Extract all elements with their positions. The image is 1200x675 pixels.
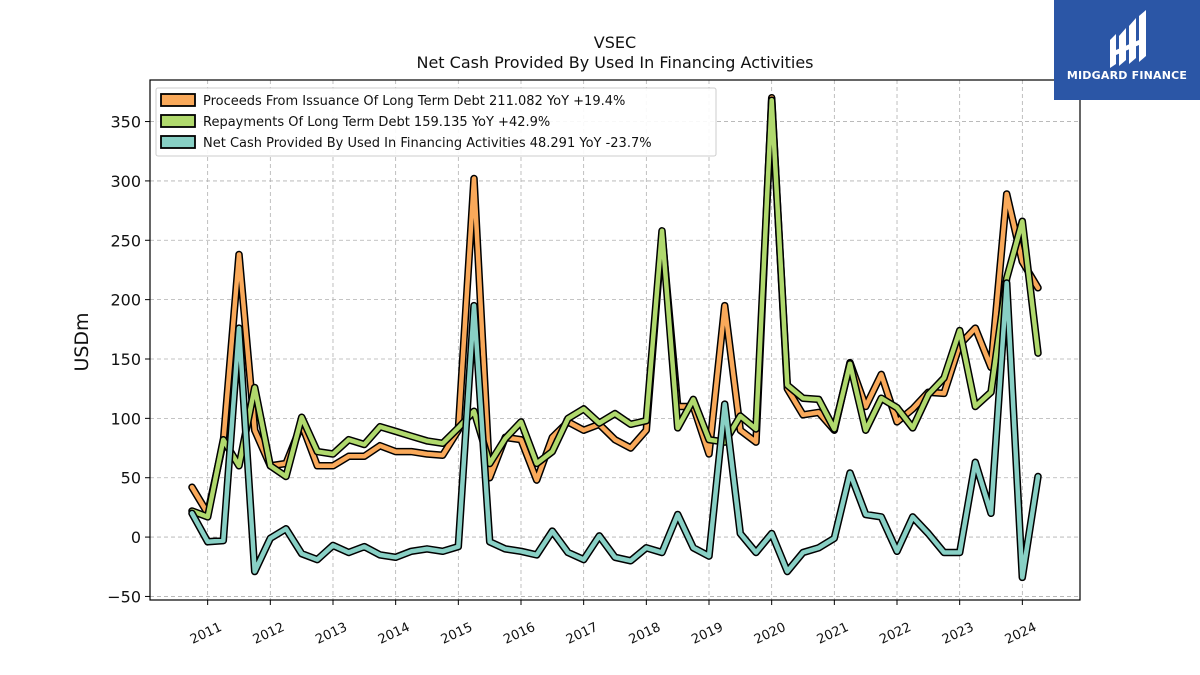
legend-entry: Proceeds From Issuance Of Long Term Debt… [203, 94, 625, 109]
y-axis-ticks: −50 0 50 100 150 200 250 300 350 [107, 113, 150, 606]
x-tick-label: 2016 [501, 620, 537, 648]
x-tick-label: 2024 [1003, 620, 1039, 648]
x-axis-ticks: 2011 2012 2013 2014 2015 2016 2017 2018 2019 2020… [188, 600, 1039, 648]
y-tick-label: 350 [110, 113, 141, 132]
legend-entry: Net Cash Provided By Used In Financing A… [203, 136, 652, 151]
series-lines [188, 94, 1042, 582]
y-tick-label: 150 [110, 350, 141, 369]
chart-subtitle: Net Cash Provided By Used In Financing A… [416, 53, 813, 72]
legend-swatch [160, 93, 196, 107]
legend-entry: Repayments Of Long Term Debt 159.135 YoY… [203, 115, 550, 130]
midgard-logo-icon [1110, 10, 1146, 68]
y-tick-label: 100 [110, 409, 141, 428]
x-tick-label: 2019 [689, 620, 725, 648]
x-tick-label: 2014 [376, 620, 412, 648]
y-tick-label: −50 [107, 587, 141, 606]
x-tick-label: 2015 [439, 620, 475, 648]
x-tick-label: 2022 [877, 620, 913, 648]
y-tick-label: 250 [110, 231, 141, 250]
x-tick-label: 2011 [188, 620, 224, 648]
x-tick-label: 2018 [627, 620, 663, 648]
y-axis-label: USDm [71, 312, 93, 371]
y-tick-label: 50 [121, 469, 141, 488]
y-tick-label: 0 [131, 528, 141, 547]
brand-logo: MIDGARD FINANCE [1054, 0, 1200, 100]
x-tick-label: 2023 [940, 620, 976, 648]
plot-frame [149, 79, 1081, 601]
grid [150, 80, 1080, 600]
x-tick-label: 2012 [251, 620, 287, 648]
x-tick-label: 2017 [564, 620, 600, 648]
series-0-line [189, 95, 1041, 516]
series-1-line [189, 97, 1041, 520]
x-tick-label: 2020 [752, 620, 788, 648]
legend-swatch [160, 135, 196, 149]
brand-name: MIDGARD FINANCE [1066, 69, 1188, 82]
y-tick-label: 300 [110, 172, 141, 191]
series-2-line [189, 280, 1041, 580]
legend-box [155, 87, 717, 157]
y-tick-label: 200 [110, 291, 141, 310]
series-1-outline [188, 96, 1042, 521]
legend-swatch [160, 114, 196, 128]
x-tick-label: 2021 [815, 620, 851, 648]
chart-title: VSEC [594, 33, 636, 52]
x-tick-label: 2013 [313, 620, 349, 648]
legend: Proceeds From Issuance Of Long Term Debt… [155, 87, 717, 157]
